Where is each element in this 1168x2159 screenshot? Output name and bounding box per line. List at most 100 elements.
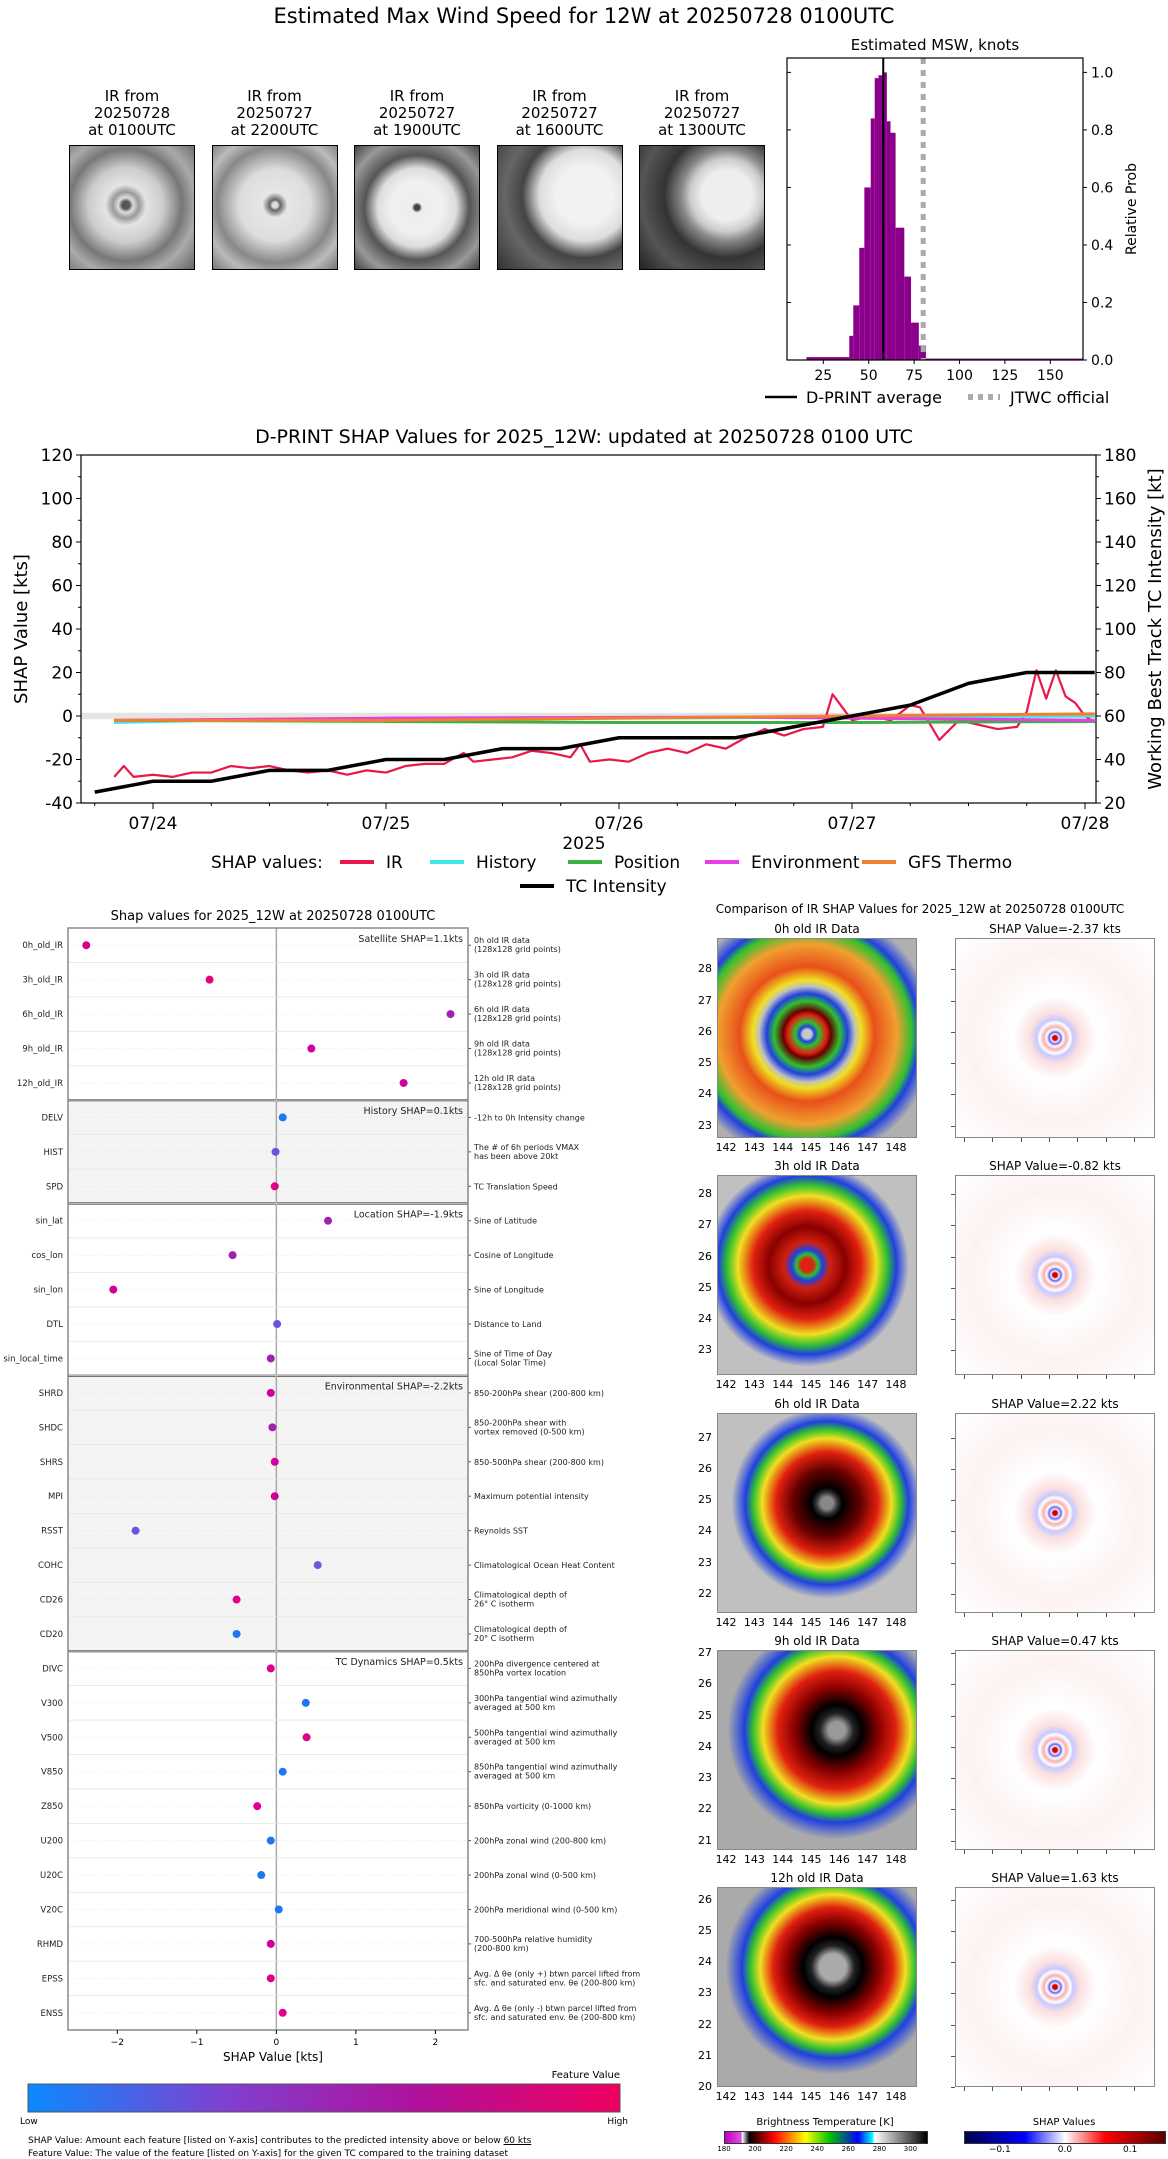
histogram-bar <box>864 187 871 360</box>
shap-values-colorbar <box>964 2131 1166 2144</box>
y-tick-label: 80 <box>51 533 73 553</box>
y-tick-label: 0.8 <box>1091 123 1113 139</box>
shap-x-tick <box>1105 2087 1107 2092</box>
group-label: History SHAP=0.1kts <box>364 1106 464 1117</box>
lon-tick-label: 147 <box>857 1615 879 1629</box>
feature-description: 200hPa zonal wind (0-500 km) <box>474 1871 596 1880</box>
feature-description: 12h old IR data (128x128 grid points) <box>474 1074 561 1092</box>
histogram-bar <box>918 345 926 360</box>
lat-tick-label: 23 <box>698 1986 712 2000</box>
ir-thumbnail-title: IR from 20250727 at 1600UTC <box>515 87 604 139</box>
lon-tick-label: 146 <box>828 1852 850 1866</box>
shap-x-tick <box>992 1375 994 1380</box>
feature-dot <box>301 1698 310 1707</box>
histogram-bar <box>882 72 887 360</box>
feature-description: 850hPa tangential wind azimuthally averag… <box>474 1763 618 1781</box>
histogram-bar <box>878 75 883 360</box>
feature-dot <box>131 1526 140 1535</box>
x-tick-label: 50 <box>860 368 878 384</box>
zero-band <box>81 712 1096 720</box>
shap-y-tick <box>951 1000 955 1002</box>
series-line-gfs-thermo <box>114 712 1095 722</box>
legend-jtwc-label: JTWC official <box>1009 388 1109 407</box>
feature-description-line: Climatological depth of <box>474 1591 567 1600</box>
feature-dot <box>399 1078 408 1087</box>
feature-label: HIST <box>44 1148 64 1158</box>
feature-label: COHC <box>38 1561 63 1571</box>
y-right-tick-label: 160 <box>1104 490 1136 510</box>
lat-tick-label: 27 <box>698 993 712 1007</box>
colorbar-high-label: High <box>607 2117 628 2127</box>
feature-value-note: Feature Value: The value of the feature … <box>28 2149 509 2159</box>
shap-y-tick <box>951 1500 955 1502</box>
feature-label: 0h_old_IR <box>22 941 63 951</box>
feature-description: 850-200hPa shear with vortex removed (0-5… <box>474 1418 585 1436</box>
x-tick-label: 100 <box>946 368 973 384</box>
shap-y-tick <box>951 1746 955 1748</box>
x-axis-label: 2025 <box>562 834 605 854</box>
shap-y-tick <box>951 1094 955 1096</box>
x-tick-label: 07/25 <box>362 814 411 834</box>
feature-description: The # of 6h periods VMAX has been above 2… <box>473 1143 580 1161</box>
shap-y-tick <box>951 1256 955 1258</box>
histogram-bar <box>895 227 905 360</box>
feature-description-line: 300hPa tangential wind azimuthally <box>474 1694 618 1703</box>
shap-panel-title: SHAP Value=-0.82 kts <box>989 1159 1121 1174</box>
feature-description: Climatological depth of 26° C isotherm <box>474 1591 567 1609</box>
lon-tick-label: 144 <box>772 1378 794 1392</box>
shap-x-tick <box>1020 1375 1022 1380</box>
ir-brightness-image <box>717 1887 917 2088</box>
lat-tick-label: 21 <box>698 2048 712 2062</box>
histogram-bar <box>904 276 912 360</box>
legend-title: SHAP values: <box>211 853 323 873</box>
lat-tick-label: 22 <box>698 2017 712 2031</box>
shap-colorbar-title: SHAP Values <box>1032 2117 1096 2128</box>
y-tick-label: 1.0 <box>1091 65 1113 81</box>
dotplot-frame <box>67 927 469 2031</box>
feature-description: Avg. Δ θe (only -) btwn parcel lifted fr… <box>474 2004 637 2022</box>
shap-y-tick <box>951 1593 955 1595</box>
ir-thumbnail-title: IR from 20250728 at 0100UTC <box>88 87 176 139</box>
group-label: Satellite SHAP=1.1kts <box>358 934 463 945</box>
feature-description: 0h old IR data (128x128 grid points) <box>474 936 561 954</box>
feature-label: sin_lat <box>36 1217 64 1227</box>
feature-label: RSST <box>41 1527 64 1537</box>
y-tick-label: 100 <box>41 490 73 510</box>
satellite-ir-image <box>639 145 765 270</box>
feature-description-line: TC Translation Speed <box>473 1182 558 1191</box>
x-tick-label: 07/26 <box>595 814 644 834</box>
lat-tick-label: 25 <box>698 1923 712 1937</box>
shap-y-tick <box>951 1778 955 1780</box>
feature-description: 200hPa zonal wind (200-800 km) <box>474 1837 606 1846</box>
lon-tick-label: 146 <box>828 1378 850 1392</box>
y-tick-label: -20 <box>45 751 73 771</box>
feature-description: 850-500hPa shear (200-800 km) <box>474 1458 604 1467</box>
brightness-temperature-colorbar <box>724 2131 928 2144</box>
shap-x-tick <box>1105 1849 1107 1854</box>
x-tick-label: 75 <box>905 368 923 384</box>
feature-description-line: sfc. and saturated env. θe (200-800 km) <box>474 1978 635 1987</box>
lon-tick-label: 145 <box>800 1378 822 1392</box>
feature-description-line: (128x128 grid points) <box>474 945 561 954</box>
shap-y-tick <box>951 1993 955 1995</box>
shap-x-tick <box>1134 1138 1136 1142</box>
feature-dot <box>271 1147 280 1156</box>
shap-y-tick <box>951 1899 955 1901</box>
feature-description-line: 850hPa vorticity (0-1000 km) <box>474 1802 591 1811</box>
shap-threshold: 60 kts <box>503 2136 532 2146</box>
shap-x-tick <box>1077 1612 1079 1617</box>
feature-description-line: The # of 6h periods VMAX <box>473 1143 580 1152</box>
shap-y-tick <box>951 1194 955 1196</box>
y-tick-label: 0.4 <box>1091 238 1113 254</box>
lon-tick-label: 144 <box>772 1141 794 1154</box>
feature-description-line: Sine of Latitude <box>474 1217 537 1226</box>
lon-tick-label: 142 <box>715 2090 737 2104</box>
lat-tick-label: 25 <box>698 1280 712 1294</box>
shap-x-tick <box>1020 1849 1022 1854</box>
lat-tick-label: 23 <box>698 1555 712 1569</box>
ir-panel-title: 0h old IR Data <box>774 922 860 936</box>
shap-y-tick <box>951 1125 955 1127</box>
lon-tick-label: 145 <box>800 1141 822 1154</box>
y-tick-label: 120 <box>41 446 73 466</box>
feature-dot <box>232 1629 241 1638</box>
